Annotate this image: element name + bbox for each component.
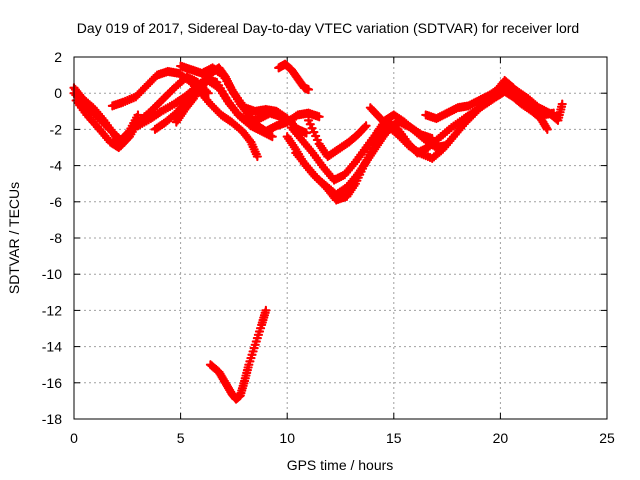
- y-axis-label: SDTVAR / TECUs: [6, 182, 22, 294]
- y-tick-label: -8: [50, 230, 63, 246]
- data-point: [133, 110, 143, 120]
- x-tick-label: 15: [386, 430, 402, 446]
- chart-title: Day 019 of 2017, Sidereal Day-to-day VTE…: [77, 20, 579, 36]
- data-point: [314, 112, 324, 122]
- data-point: [361, 121, 371, 131]
- x-tick-label: 5: [177, 430, 185, 446]
- y-tick-label: -16: [42, 375, 62, 391]
- data-point: [122, 133, 132, 144]
- y-tick-label: -2: [50, 121, 63, 137]
- x-tick-label: 0: [70, 430, 78, 446]
- x-tick-label: 25: [599, 430, 615, 446]
- data-point: [301, 128, 311, 138]
- y-tick-label: 0: [54, 85, 62, 101]
- data-point: [267, 132, 277, 142]
- data-series: [69, 59, 567, 404]
- x-tick-label: 20: [493, 430, 509, 446]
- series-8: [176, 61, 311, 138]
- data-point: [557, 99, 567, 109]
- y-tick-label: 2: [54, 49, 62, 65]
- series-15: [421, 81, 567, 125]
- y-tick-label: -6: [50, 194, 63, 210]
- x-axis-label: GPS time / hours: [287, 457, 394, 473]
- data-point: [252, 151, 262, 162]
- x-tick-label: 10: [279, 430, 295, 446]
- series-13: [303, 115, 371, 162]
- plot-frame: [73, 56, 608, 420]
- series-11: [286, 110, 450, 185]
- data-point: [303, 84, 314, 95]
- y-tick-label: -10: [42, 266, 62, 282]
- series-9: [274, 59, 314, 95]
- y-tick-label: -14: [42, 339, 62, 355]
- y-tick-label: -4: [50, 158, 63, 174]
- series-3: [71, 95, 132, 153]
- series-16: [205, 305, 271, 404]
- y-tick-label: -12: [42, 302, 62, 318]
- y-tick-label: -18: [42, 411, 62, 427]
- data-point: [261, 305, 271, 315]
- data-point: [542, 124, 552, 134]
